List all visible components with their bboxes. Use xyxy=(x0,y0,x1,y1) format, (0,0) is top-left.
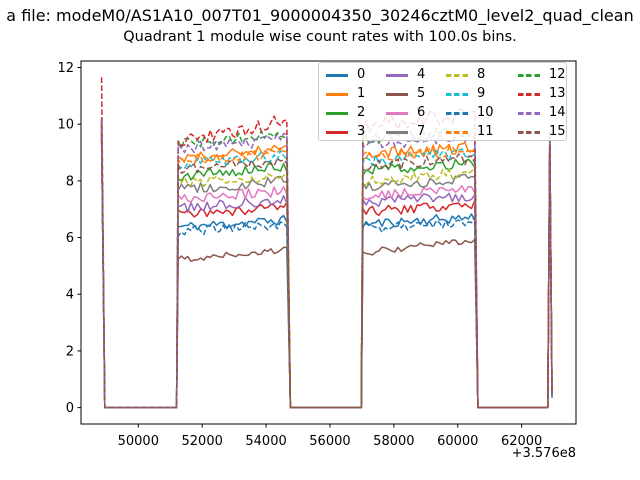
legend-line-sample-7 xyxy=(386,131,408,134)
legend-line-sample-6 xyxy=(386,112,408,115)
y-tick-label: 6 xyxy=(66,231,74,246)
y-tick-label: 12 xyxy=(57,61,74,76)
legend-label-6: 6 xyxy=(417,105,426,120)
x-tick-label: 52000 xyxy=(182,434,223,449)
legend-label-4: 4 xyxy=(417,67,426,82)
chart-title: Quadrant 1 module wise count rates with … xyxy=(123,29,517,45)
x-tick-label: 60000 xyxy=(437,434,478,449)
legend-line-sample-12 xyxy=(518,74,540,77)
y-tick-label: 8 xyxy=(66,174,74,189)
series-line-7 xyxy=(100,125,553,409)
x-axis-offset-label: +3.576e8 xyxy=(512,446,576,461)
legend-line-sample-3 xyxy=(326,131,348,134)
legend-label-0: 0 xyxy=(357,67,366,82)
legend-label-11: 11 xyxy=(477,124,494,139)
series-line-4 xyxy=(100,129,553,409)
series-line-1 xyxy=(100,119,553,409)
axes-spines xyxy=(80,60,577,425)
legend-box: 0 1 2 3 4 5 6 7 8 9 10 11 12 13 14 15 xyxy=(318,62,567,141)
legend-line-sample-1 xyxy=(326,93,348,96)
series-line-11 xyxy=(100,121,553,409)
legend-label-10: 10 xyxy=(477,105,494,120)
y-tick-label: 2 xyxy=(66,344,74,359)
series-line-14 xyxy=(100,118,553,409)
series-line-10 xyxy=(100,136,553,409)
legend-line-sample-11 xyxy=(446,131,468,134)
legend-line-sample-14 xyxy=(518,112,540,115)
y-tick-label: 10 xyxy=(57,118,74,133)
legend-label-5: 5 xyxy=(417,86,426,101)
legend-label-13: 13 xyxy=(549,86,566,101)
legend-label-7: 7 xyxy=(417,124,426,139)
series-line-12 xyxy=(100,117,553,409)
x-tick-label: 54000 xyxy=(245,434,286,449)
legend-label-2: 2 xyxy=(357,105,366,120)
series-line-5 xyxy=(100,138,553,409)
series-line-9 xyxy=(100,118,553,409)
series-line-3 xyxy=(100,132,553,409)
y-tick-label: 0 xyxy=(66,401,74,416)
legend-label-1: 1 xyxy=(357,86,366,101)
legend-line-sample-2 xyxy=(326,112,348,115)
x-tick-label: 56000 xyxy=(309,434,350,449)
x-tick-label: 50000 xyxy=(118,434,159,449)
series-line-15 xyxy=(100,122,553,409)
series-line-13 xyxy=(100,77,553,409)
legend-label-8: 8 xyxy=(477,67,486,82)
file-title: a file: modeM0/AS1A10_007T01_9000004350_… xyxy=(6,6,634,25)
series-line-8 xyxy=(100,122,553,409)
legend-line-sample-4 xyxy=(386,74,408,77)
legend-line-sample-5 xyxy=(386,93,408,96)
y-tick-label: 4 xyxy=(66,288,74,303)
x-tick-label: 58000 xyxy=(373,434,414,449)
series-line-0 xyxy=(100,135,553,409)
series-line-2 xyxy=(100,124,553,409)
x-tick-label: 62000 xyxy=(501,434,542,449)
legend-line-sample-0 xyxy=(326,74,348,77)
series-line-6 xyxy=(100,128,553,409)
legend-line-sample-15 xyxy=(518,131,540,134)
legend-line-sample-13 xyxy=(518,93,540,96)
legend-label-12: 12 xyxy=(549,67,566,82)
legend-line-sample-10 xyxy=(446,112,468,115)
legend-line-sample-9 xyxy=(446,93,468,96)
legend-line-sample-8 xyxy=(446,74,468,77)
legend-label-9: 9 xyxy=(477,86,486,101)
legend-label-15: 15 xyxy=(549,124,566,139)
legend-label-14: 14 xyxy=(549,105,566,120)
legend-label-3: 3 xyxy=(357,124,366,139)
